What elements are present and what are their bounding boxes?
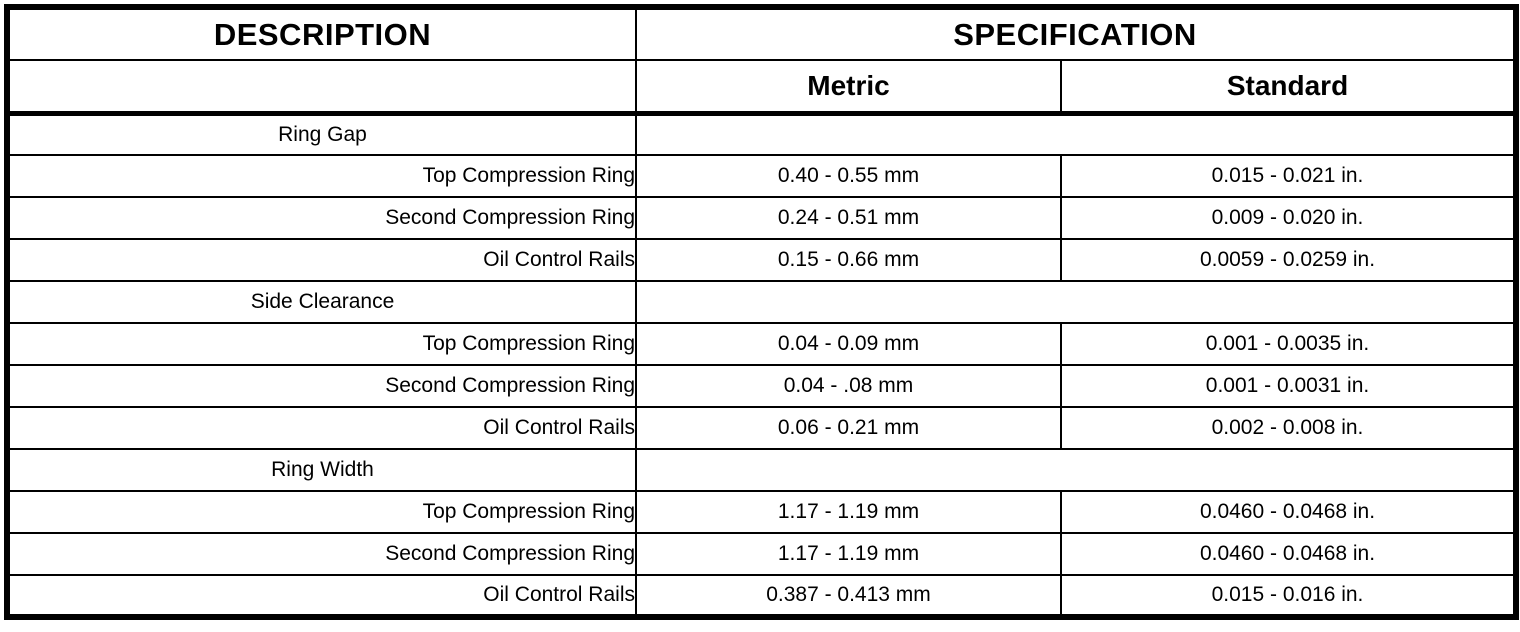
standard-value-cell: 0.015 - 0.021 in. <box>1059 154 1518 198</box>
standard-value-cell: 0.002 - 0.008 in. <box>1059 406 1518 450</box>
description-column-header: DESCRIPTION <box>6 6 637 61</box>
section-title: Ring Width <box>6 448 637 492</box>
metric-value-cell: 0.24 - 0.51 mm <box>635 196 1062 240</box>
section-title: Side Clearance <box>6 280 637 324</box>
row-label: Oil Control Rails <box>6 574 637 618</box>
metric-value-cell: 0.40 - 0.55 mm <box>635 154 1062 198</box>
specification-column-header: SPECIFICATION <box>634 6 1518 61</box>
row-label: Second Compression Ring <box>6 532 637 576</box>
metric-value-cell: 0.06 - 0.21 mm <box>635 406 1062 450</box>
table-subheader-row: Metric Standard <box>6 59 1518 116</box>
row-label: Oil Control Rails <box>6 238 637 282</box>
row-label: Second Compression Ring <box>6 196 637 240</box>
metric-subheader: Metric <box>635 59 1062 116</box>
standard-value-cell: 0.0460 - 0.0468 in. <box>1059 490 1518 534</box>
metric-value-cell: 0.04 - .08 mm <box>635 364 1062 408</box>
standard-value-cell: 0.015 - 0.016 in. <box>1059 574 1518 618</box>
standard-value-cell: 0.0059 - 0.0259 in. <box>1059 238 1518 282</box>
table-row: Oil Control Rails 0.387 - 0.413 mm 0.015… <box>6 574 1518 618</box>
table-row: Second Compression Ring 0.24 - 0.51 mm 0… <box>6 196 1518 240</box>
standard-value-cell: 0.001 - 0.0035 in. <box>1059 322 1518 366</box>
section-spec-empty-cell <box>634 112 1518 156</box>
table-row: Second Compression Ring 0.04 - .08 mm 0.… <box>6 364 1518 408</box>
table-row: Top Compression Ring 0.40 - 0.55 mm 0.01… <box>6 154 1518 198</box>
metric-value-cell: 1.17 - 1.19 mm <box>635 532 1062 576</box>
metric-value-cell: 0.04 - 0.09 mm <box>635 322 1062 366</box>
description-subheader-empty-cell <box>6 59 637 116</box>
row-label: Top Compression Ring <box>6 490 637 534</box>
section-row-side-clearance: Side Clearance <box>6 280 1518 324</box>
section-row-ring-width: Ring Width <box>6 448 1518 492</box>
standard-value-cell: 0.001 - 0.0031 in. <box>1059 364 1518 408</box>
row-label: Oil Control Rails <box>6 406 637 450</box>
section-spec-empty-cell <box>634 280 1518 324</box>
table-header-row: DESCRIPTION SPECIFICATION <box>6 6 1518 61</box>
table-row: Oil Control Rails 0.15 - 0.66 mm 0.0059 … <box>6 238 1518 282</box>
row-label: Second Compression Ring <box>6 364 637 408</box>
metric-value-cell: 0.387 - 0.413 mm <box>635 574 1062 618</box>
metric-value-cell: 0.15 - 0.66 mm <box>635 238 1062 282</box>
table-row: Top Compression Ring 0.04 - 0.09 mm 0.00… <box>6 322 1518 366</box>
table-row: Oil Control Rails 0.06 - 0.21 mm 0.002 -… <box>6 406 1518 450</box>
table-row: Top Compression Ring 1.17 - 1.19 mm 0.04… <box>6 490 1518 534</box>
metric-value-cell: 1.17 - 1.19 mm <box>635 490 1062 534</box>
table-row: Second Compression Ring 1.17 - 1.19 mm 0… <box>6 532 1518 576</box>
section-title: Ring Gap <box>6 112 637 156</box>
row-label: Top Compression Ring <box>6 154 637 198</box>
standard-subheader: Standard <box>1059 59 1518 116</box>
section-spec-empty-cell <box>634 448 1518 492</box>
standard-value-cell: 0.009 - 0.020 in. <box>1059 196 1518 240</box>
piston-ring-specification-table: DESCRIPTION SPECIFICATION Metric Standar… <box>4 4 1520 620</box>
section-row-ring-gap: Ring Gap <box>6 112 1518 156</box>
row-label: Top Compression Ring <box>6 322 637 366</box>
standard-value-cell: 0.0460 - 0.0468 in. <box>1059 532 1518 576</box>
